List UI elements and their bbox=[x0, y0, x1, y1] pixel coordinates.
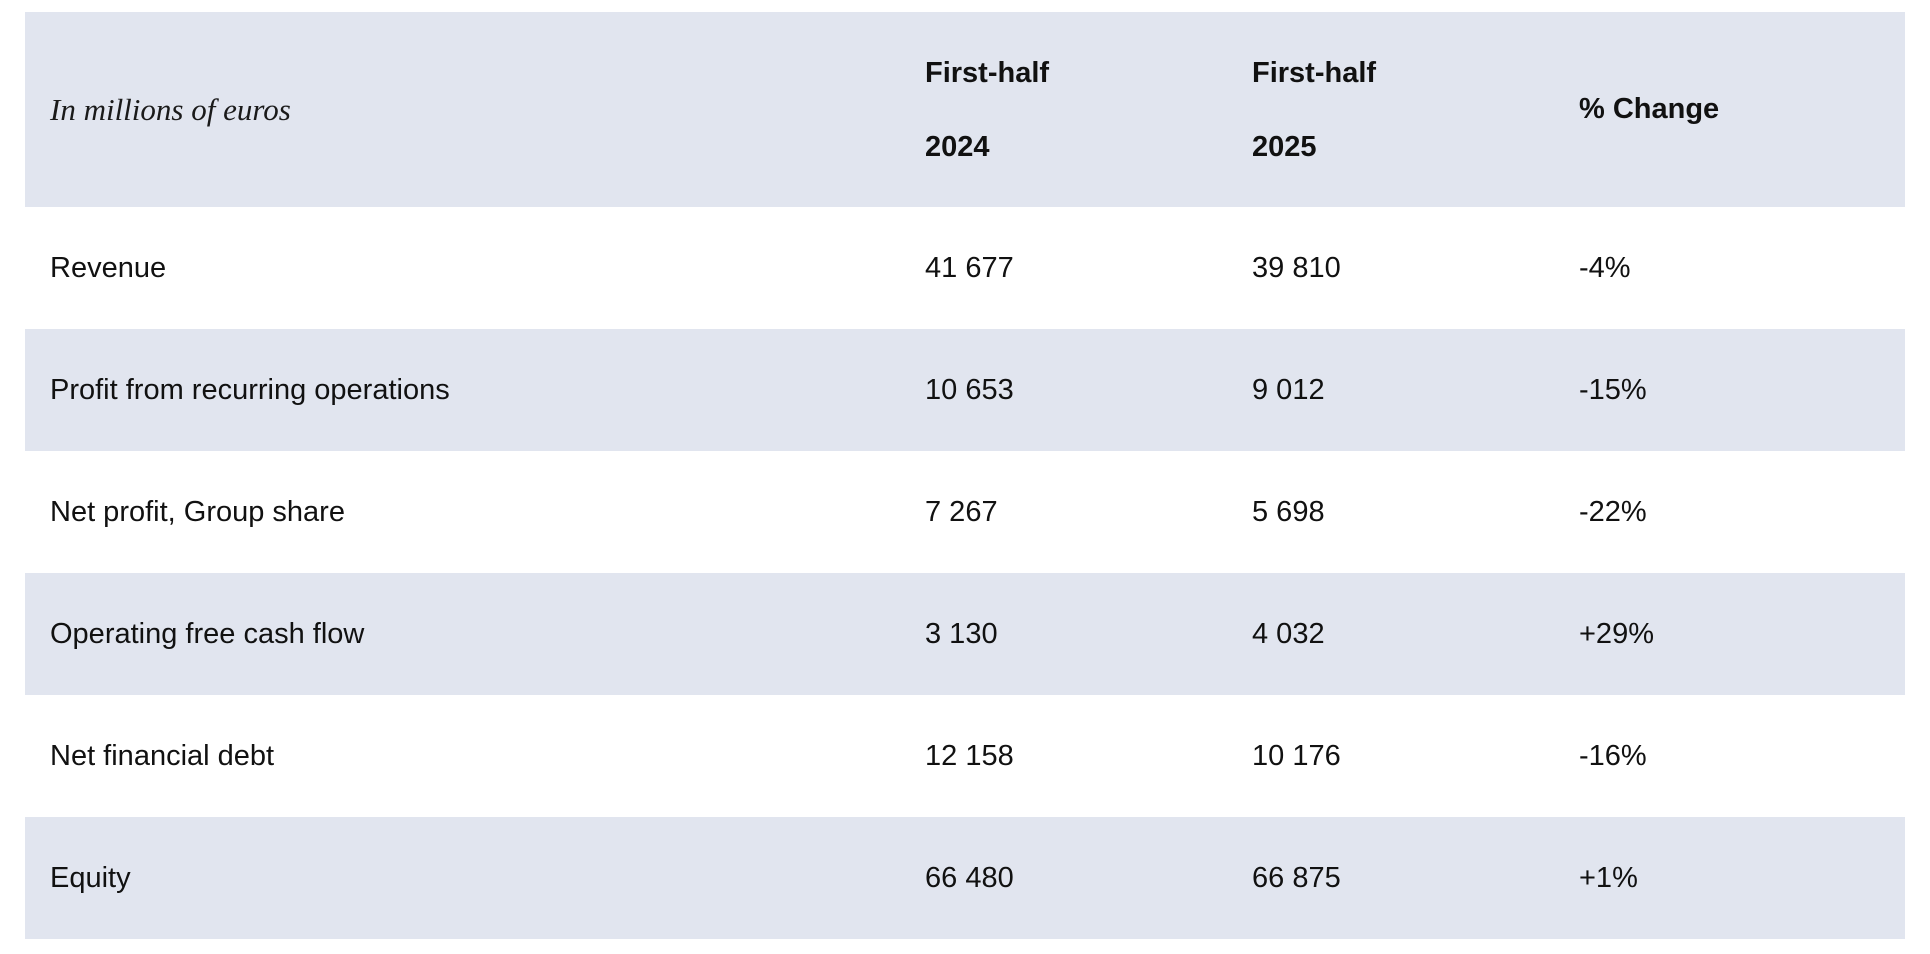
table-row: Operating free cash flow 3 130 4 032 +29… bbox=[25, 573, 1905, 695]
column-header-change: % Change bbox=[1579, 93, 1720, 125]
value-h1-2025: 10 176 bbox=[1252, 739, 1341, 772]
value-change: -22% bbox=[1579, 495, 1647, 528]
value-h1-2025: 66 875 bbox=[1252, 861, 1341, 894]
value-h1-2024: 41 677 bbox=[925, 251, 1014, 284]
value-h1-2024: 3 130 bbox=[925, 617, 998, 650]
row-label: Operating free cash flow bbox=[50, 617, 365, 650]
value-h1-2025: 5 698 bbox=[1252, 495, 1325, 528]
row-label: Net profit, Group share bbox=[50, 495, 345, 528]
unit-label: In millions of euros bbox=[50, 91, 291, 127]
column-header-line: First-half bbox=[1252, 56, 1377, 89]
column-header-line: 2025 bbox=[1252, 130, 1317, 163]
financial-summary-table: In millions of euros First-half 2024 Fir… bbox=[25, 12, 1905, 939]
column-header-line: 2024 bbox=[925, 130, 990, 163]
value-h1-2024: 66 480 bbox=[925, 861, 1014, 894]
value-change: -15% bbox=[1579, 373, 1647, 406]
table-row: Profit from recurring operations 10 653 … bbox=[25, 329, 1905, 451]
value-h1-2025: 39 810 bbox=[1252, 251, 1341, 284]
table-row: Net financial debt 12 158 10 176 -16% bbox=[25, 695, 1905, 817]
column-header-line: First-half bbox=[925, 56, 1050, 89]
table-header-row: In millions of euros First-half 2024 Fir… bbox=[25, 12, 1905, 207]
value-h1-2025: 9 012 bbox=[1252, 373, 1325, 406]
value-change: -4% bbox=[1579, 251, 1631, 284]
table-row: Equity 66 480 66 875 +1% bbox=[25, 817, 1905, 939]
column-header-h1-2025: First-half 2025 bbox=[1252, 12, 1376, 207]
value-change: +1% bbox=[1579, 861, 1638, 894]
value-h1-2024: 10 653 bbox=[925, 373, 1014, 406]
value-change: -16% bbox=[1579, 739, 1647, 772]
table-row: Net profit, Group share 7 267 5 698 -22% bbox=[25, 451, 1905, 573]
value-h1-2025: 4 032 bbox=[1252, 617, 1325, 650]
row-label: Net financial debt bbox=[50, 739, 275, 772]
column-header-h1-2024: First-half 2024 bbox=[925, 12, 1049, 207]
value-h1-2024: 7 267 bbox=[925, 495, 998, 528]
row-label: Revenue bbox=[50, 251, 167, 284]
value-change: +29% bbox=[1579, 617, 1654, 650]
row-label: Profit from recurring operations bbox=[50, 373, 450, 406]
value-h1-2024: 12 158 bbox=[925, 739, 1014, 772]
row-label: Equity bbox=[50, 861, 131, 894]
table-row: Revenue 41 677 39 810 -4% bbox=[25, 207, 1905, 329]
